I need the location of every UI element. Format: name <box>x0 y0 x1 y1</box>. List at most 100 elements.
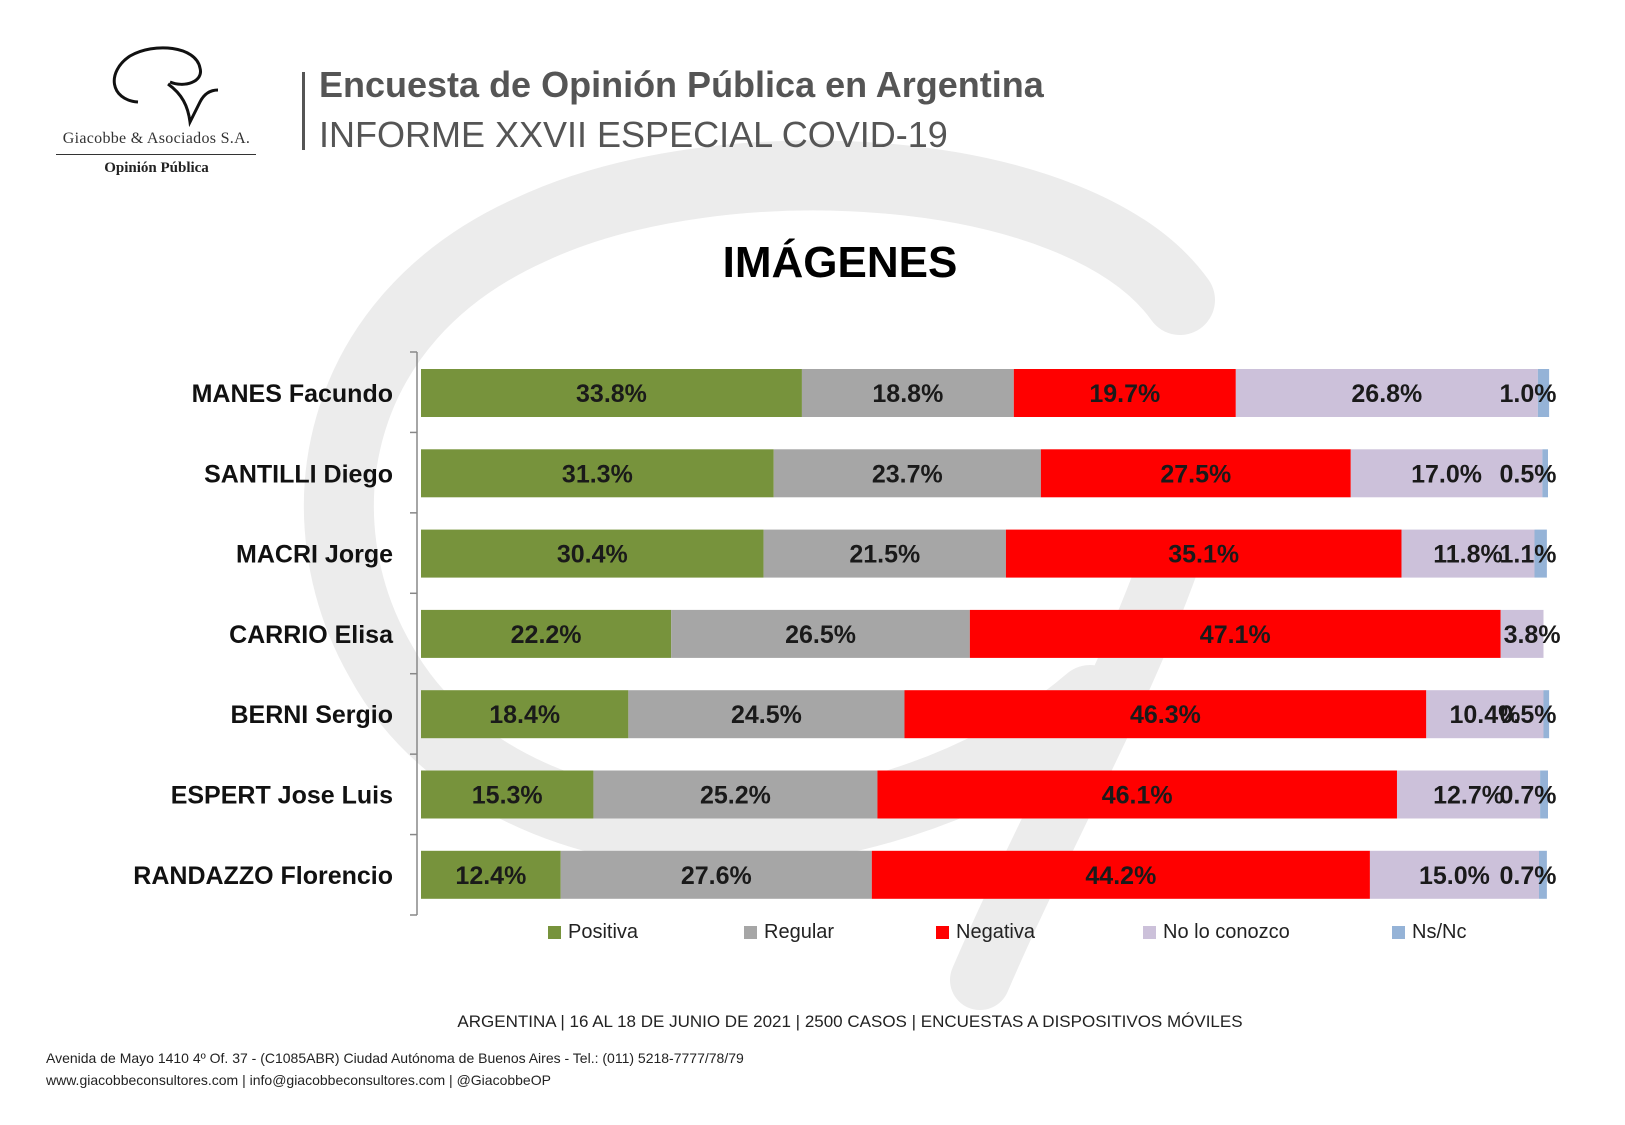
data-label: 12.4% <box>455 862 526 890</box>
bar-segment <box>421 609 672 658</box>
legend-label: Negativa <box>956 920 1035 943</box>
data-label: 21.5% <box>849 541 920 569</box>
data-label: 0.7% <box>1500 862 1557 890</box>
footer-contact: www.giacobbeconsultores.com | info@giaco… <box>46 1072 551 1088</box>
data-label: 46.1% <box>1102 782 1173 810</box>
legend-item: Positiva <box>548 921 638 944</box>
data-label: 12.7% <box>1433 782 1504 810</box>
legend-swatch <box>1392 925 1405 939</box>
bar-segment <box>560 850 872 899</box>
bar-segment <box>801 369 1014 417</box>
data-label: 0.5% <box>1500 701 1557 729</box>
bar-segment <box>1542 449 1548 498</box>
legend-swatch <box>936 925 949 939</box>
bar-segment <box>1401 529 1535 578</box>
legend-item: Ns/Nc <box>1392 921 1466 944</box>
category-label: CARRIO Elisa <box>229 621 394 649</box>
bar-segment <box>1235 369 1538 417</box>
data-label: 44.2% <box>1085 862 1156 890</box>
bar-segment <box>1005 529 1402 578</box>
data-label: 47.1% <box>1200 621 1271 649</box>
logo-divider <box>56 154 256 155</box>
bar-segment <box>871 850 1370 899</box>
data-label: 46.3% <box>1130 701 1201 729</box>
data-label: 0.7% <box>1500 782 1557 810</box>
bar-segment <box>1350 449 1543 498</box>
bar-segment <box>773 449 1041 498</box>
data-label: 24.5% <box>731 701 802 729</box>
legend-label: Positiva <box>568 920 639 943</box>
report-title: Encuesta de Opinión Pública en Argentina <box>319 64 1044 105</box>
bar-segment <box>421 770 594 819</box>
legend-swatch <box>1143 925 1156 939</box>
data-label: 18.4% <box>489 701 560 729</box>
legend-label: Regular <box>764 920 835 943</box>
legend-swatch <box>548 925 561 939</box>
bar-segment <box>1537 369 1550 417</box>
data-label: 15.0% <box>1419 862 1490 890</box>
bar-segment <box>1396 770 1541 819</box>
bar-segment <box>421 529 764 578</box>
category-label: BERNI Sergio <box>230 701 393 729</box>
company-logo: Giacobbe & Asociados S.A. Opinión Públic… <box>50 42 265 182</box>
data-label: 1.1% <box>1500 541 1557 569</box>
bar-segment <box>1540 770 1548 819</box>
data-label: 26.8% <box>1351 380 1422 408</box>
bar-segment <box>421 850 561 899</box>
legend-swatch <box>744 925 757 939</box>
legend-label: Ns/Nc <box>1412 920 1467 943</box>
data-label: 35.1% <box>1168 541 1239 569</box>
bar-segment <box>593 770 878 819</box>
legend-item: Negativa <box>936 921 1035 944</box>
data-label: 22.2% <box>511 621 582 649</box>
data-label: 3.8% <box>1504 621 1561 649</box>
legend-item: No lo conozco <box>1143 921 1290 944</box>
header-divider <box>302 72 305 150</box>
company-name: Giacobbe & Asociados S.A. <box>62 130 251 147</box>
data-label: 23.7% <box>872 460 943 488</box>
data-label: 30.4% <box>557 541 628 569</box>
data-label: 17.0% <box>1411 460 1482 488</box>
data-label: 1.0% <box>1500 380 1557 408</box>
bar-segment <box>1426 690 1544 739</box>
category-label: ESPERT Jose Luis <box>171 782 393 810</box>
report-subtitle: INFORME XXVII ESPECIAL COVID-19 <box>319 114 948 155</box>
data-label: 18.8% <box>872 380 943 408</box>
data-label: 27.6% <box>681 862 752 890</box>
chart-title: IMÁGENES <box>722 238 958 287</box>
bar-segment <box>671 609 970 658</box>
data-label: 19.7% <box>1089 380 1160 408</box>
bar-segment <box>421 449 774 498</box>
legend-item: Regular <box>744 921 834 944</box>
bar-segment <box>1040 449 1351 498</box>
data-label: 33.8% <box>576 380 647 408</box>
bar-segment <box>1534 529 1547 578</box>
data-label: 11.8% <box>1433 541 1503 569</box>
data-label: 15.3% <box>472 782 543 810</box>
data-label: 0.5% <box>1500 460 1557 488</box>
bar-segment <box>421 690 629 739</box>
survey-info: ARGENTINA | 16 AL 18 DE JUNIO DE 2021 | … <box>457 1012 1243 1031</box>
data-label: 10.4% <box>1449 701 1520 729</box>
data-label: 26.5% <box>785 621 856 649</box>
bar-segment <box>1013 369 1236 417</box>
bar-segment <box>763 529 1006 578</box>
bar-segment <box>1369 850 1539 899</box>
bar-segment <box>1543 690 1550 739</box>
bar-segment <box>904 690 1427 739</box>
category-label: SANTILLI Diego <box>204 460 393 488</box>
category-label: MACRI Jorge <box>236 541 393 569</box>
legend-label: No lo conozco <box>1163 920 1290 943</box>
bar-segment <box>421 369 802 417</box>
category-label: RANDAZZO Florencio <box>133 862 393 890</box>
bar-segment <box>628 690 905 739</box>
bar-segment <box>969 609 1501 658</box>
bar-segment <box>1500 609 1544 658</box>
bar-segment <box>1538 850 1547 899</box>
category-label: MANES Facundo <box>192 380 393 408</box>
data-label: 27.5% <box>1160 460 1231 488</box>
bar-segment <box>877 770 1397 819</box>
footer-address: Avenida de Mayo 1410 4º Of. 37 - (C1085A… <box>46 1050 744 1066</box>
logo-mark-icon <box>112 46 219 128</box>
